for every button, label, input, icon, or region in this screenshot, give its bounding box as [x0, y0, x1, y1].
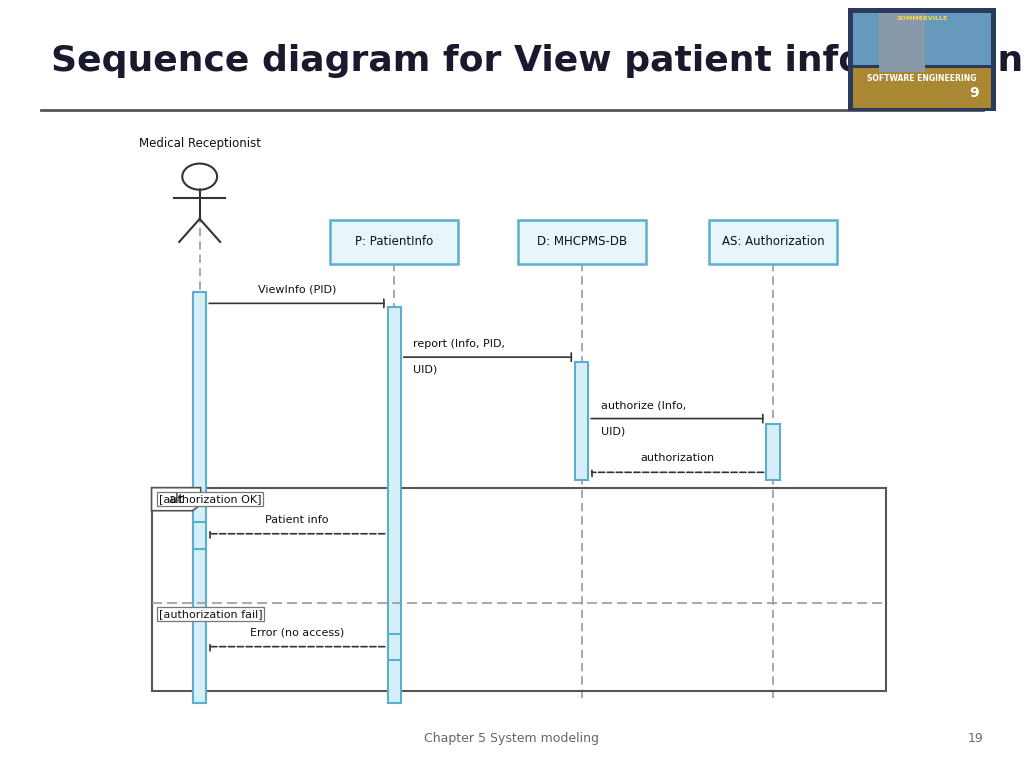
- Text: SOMMERVILLE: SOMMERVILLE: [896, 15, 948, 21]
- Polygon shape: [152, 488, 201, 511]
- Text: [authorization OK]: [authorization OK]: [159, 494, 261, 505]
- Text: UID): UID): [414, 365, 437, 375]
- Bar: [853, 13, 991, 65]
- Text: 9: 9: [970, 86, 979, 100]
- Bar: [575, 362, 588, 480]
- Bar: [848, 8, 996, 111]
- FancyBboxPatch shape: [517, 220, 645, 264]
- FancyBboxPatch shape: [330, 220, 459, 264]
- Text: Patient info: Patient info: [265, 515, 329, 525]
- Text: report (Info, PID,: report (Info, PID,: [414, 339, 505, 349]
- Text: Chapter 5 System modeling: Chapter 5 System modeling: [425, 733, 599, 745]
- Text: Medical Receptionist: Medical Receptionist: [138, 137, 261, 150]
- Bar: [193, 522, 207, 549]
- Bar: [387, 634, 401, 660]
- Text: alt: alt: [168, 493, 184, 505]
- Text: authorize (Info,: authorize (Info,: [600, 401, 686, 411]
- Text: Sequence diagram for View patient information: Sequence diagram for View patient inform…: [51, 45, 1023, 78]
- Bar: [387, 307, 401, 703]
- Text: P: PatientInfo: P: PatientInfo: [355, 236, 433, 248]
- Bar: [879, 13, 925, 72]
- Text: Error (no access): Error (no access): [250, 627, 344, 637]
- FancyBboxPatch shape: [709, 220, 838, 264]
- Text: AS: Authorization: AS: Authorization: [722, 236, 824, 248]
- Bar: [193, 292, 207, 703]
- Bar: [853, 68, 991, 108]
- Text: ViewInfo (PID): ViewInfo (PID): [258, 284, 336, 294]
- Text: D: MHCPMS-DB: D: MHCPMS-DB: [537, 236, 627, 248]
- Bar: [766, 424, 780, 480]
- Text: authorization: authorization: [640, 453, 715, 463]
- Text: UID): UID): [600, 426, 625, 436]
- Text: SOFTWARE ENGINEERING: SOFTWARE ENGINEERING: [867, 74, 977, 83]
- Bar: [152, 488, 886, 691]
- Text: 19: 19: [968, 733, 983, 745]
- Text: [authorization fail]: [authorization fail]: [159, 609, 262, 620]
